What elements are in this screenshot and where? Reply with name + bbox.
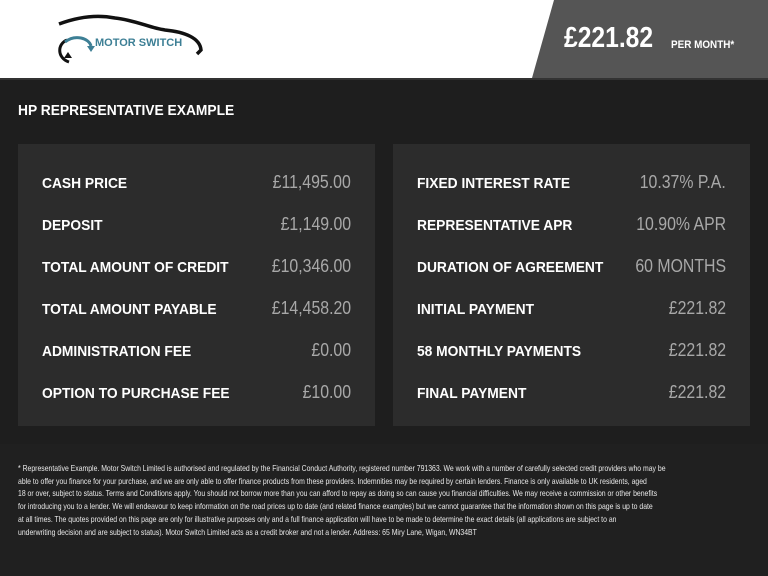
- section-title: HP REPRESENTATIVE EXAMPLE: [18, 102, 235, 119]
- row-label: INITIAL PAYMENT: [417, 301, 535, 318]
- logo-text: MOTOR SWITCH: [95, 37, 183, 49]
- row-value: £10,346.00: [271, 256, 351, 276]
- row-label: DEPOSIT: [42, 217, 103, 234]
- finance-row: INITIAL PAYMENT £221.82: [417, 298, 726, 322]
- row-value: 10.90% APR: [636, 214, 726, 234]
- row-value: £10.00: [302, 382, 351, 402]
- finance-row: OPTION TO PURCHASE FEE £10.00: [42, 382, 351, 406]
- finance-row: TOTAL AMOUNT PAYABLE £14,458.20: [42, 298, 351, 322]
- disclaimer-line: 18 or over, subject to status. Terms and…: [18, 488, 658, 499]
- disclaimer-line: for introducing you to a lender. We will…: [18, 501, 653, 512]
- price-panel: [532, 0, 768, 78]
- finance-row: FIXED INTEREST RATE 10.37% P.A.: [417, 172, 726, 196]
- row-label: FINAL PAYMENT: [417, 385, 527, 402]
- row-label: REPRESENTATIVE APR: [417, 217, 573, 234]
- row-value: 10.37% P.A.: [639, 172, 726, 192]
- finance-row: ADMINISTRATION FEE £0.00: [42, 340, 351, 364]
- disclaimer-line: underwriting decision and are subject to…: [18, 526, 477, 537]
- row-label: CASH PRICE: [42, 175, 128, 192]
- row-label: TOTAL AMOUNT PAYABLE: [42, 301, 217, 318]
- row-label: FIXED INTEREST RATE: [417, 175, 571, 192]
- motor-switch-logo[interactable]: [55, 12, 205, 67]
- finance-panel-left: CASH PRICE £11,495.00 DEPOSIT £1,149.00 TO…: [18, 144, 375, 426]
- finance-row: FINAL PAYMENT £221.82: [417, 382, 726, 406]
- per-month-label: PER MONTH*: [671, 39, 735, 51]
- row-value: £1,149.00: [280, 214, 351, 234]
- finance-row: CASH PRICE £11,495.00: [42, 172, 351, 196]
- row-value: £0.00: [311, 340, 351, 360]
- finance-row: 58 MONTHLY PAYMENTS £221.82: [417, 340, 726, 364]
- finance-row: REPRESENTATIVE APR 10.90% APR: [417, 214, 726, 238]
- row-value: £221.82: [668, 298, 726, 318]
- row-value: 60 MONTHS: [635, 256, 726, 276]
- finance-row: TOTAL AMOUNT OF CREDIT £10,346.00: [42, 256, 351, 280]
- row-label: ADMINISTRATION FEE: [42, 343, 192, 360]
- row-label: 58 MONTHLY PAYMENTS: [417, 343, 582, 360]
- row-value: £14,458.20: [271, 298, 351, 318]
- row-value: £11,495.00: [272, 172, 351, 192]
- finance-row: DEPOSIT £1,149.00: [42, 214, 351, 238]
- car-switch-logo-icon: [58, 14, 203, 64]
- finance-row: DURATION OF AGREEMENT 60 MONTHS: [417, 256, 726, 280]
- finance-panel-right: FIXED INTEREST RATE 10.37% P.A. REPRESENT…: [393, 144, 750, 426]
- row-value: £221.82: [668, 382, 726, 402]
- disclaimer-line: * Representative Example. Motor Switch L…: [18, 463, 666, 473]
- disclaimer-line: at all times. The quotes provided on thi…: [18, 513, 617, 524]
- row-label: TOTAL AMOUNT OF CREDIT: [42, 259, 229, 276]
- row-value: £221.82: [668, 340, 726, 360]
- disclaimer: * Representative Example. Motor Switch L…: [18, 462, 718, 538]
- monthly-price: £221.82: [564, 22, 654, 54]
- disclaimer-line: able to offer you finance for your purch…: [18, 475, 647, 486]
- row-label: DURATION OF AGREEMENT: [417, 259, 604, 276]
- row-label: OPTION TO PURCHASE FEE: [42, 385, 230, 402]
